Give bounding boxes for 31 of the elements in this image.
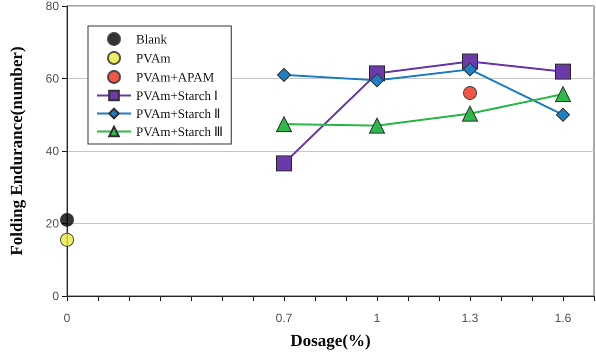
point: [60, 212, 74, 227]
point: [370, 73, 384, 88]
point: [277, 68, 291, 82]
legend-label: PVAm+Starch Ⅱ: [136, 106, 220, 121]
point: [60, 232, 74, 247]
x-tick-label: 0: [64, 311, 71, 325]
legend-label: PVAm+Starch Ⅲ: [136, 124, 224, 139]
legend-label: PVAm+APAM: [136, 70, 215, 84]
point: [369, 118, 385, 134]
legend-label: PVAm: [136, 50, 170, 66]
point: [462, 106, 478, 122]
point: [276, 155, 292, 172]
point: [555, 64, 571, 80]
point: [276, 116, 292, 132]
x-tick-label: 0.7: [276, 311, 293, 325]
x-tick-label: 1.3: [462, 311, 479, 325]
x-axis-title: Dosage(%): [290, 331, 371, 350]
legend-label: Blank: [136, 32, 168, 46]
y-tick-label: 40: [46, 144, 60, 158]
y-tick-label: 80: [46, 0, 60, 13]
legend-label: PVAm+Starch Ⅰ: [136, 88, 218, 103]
y-tick-label: 20: [46, 216, 60, 230]
point: [463, 86, 477, 100]
y-tick-label: 60: [46, 72, 60, 86]
point: [463, 62, 477, 76]
point: [555, 86, 571, 102]
y-axis-title: Folding Endurance(number): [7, 46, 26, 256]
x-tick-label: 1: [374, 311, 381, 325]
y-tick-label: 0: [52, 289, 60, 303]
x-tick-label: 1.6: [554, 311, 572, 325]
point: [556, 108, 570, 122]
